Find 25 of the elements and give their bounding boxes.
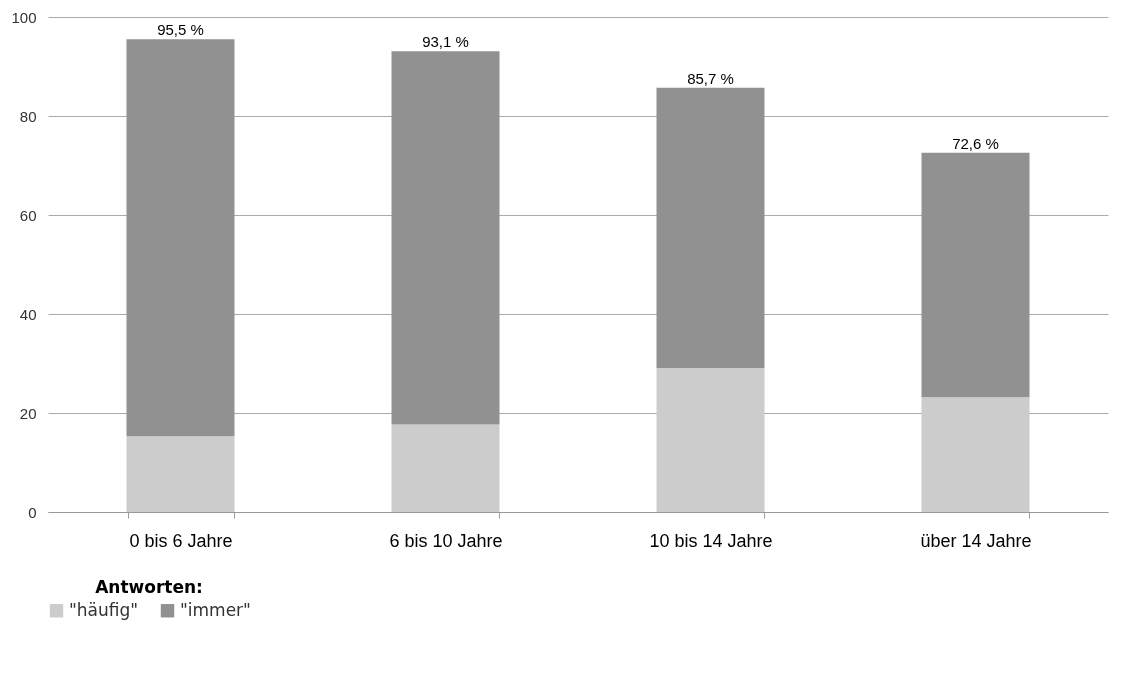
bar: [921, 397, 1030, 512]
y-tick-label: 0: [28, 503, 37, 521]
bar: [391, 424, 500, 512]
total-label: 93,1 %: [422, 33, 469, 51]
y-tick-label: 80: [19, 107, 37, 125]
legend-title: Antworten:: [95, 577, 203, 597]
y-tick-label: 100: [11, 8, 37, 26]
bar: [391, 51, 500, 425]
legend-label: "häufig": [69, 599, 139, 620]
total-label: 95,5 %: [157, 21, 204, 39]
x-tick-label: 10 bis 14 Jahre: [649, 530, 773, 551]
bar: [921, 152, 1030, 398]
bar: [656, 87, 765, 368]
x-tick-label: 0 bis 6 Jahre: [129, 530, 233, 551]
y-tick-label: 20: [19, 404, 37, 422]
bar: [656, 367, 765, 512]
x-tick-label: über 14 Jahre: [920, 530, 1032, 551]
bar: [126, 436, 235, 512]
total-label: 72,6 %: [952, 134, 999, 152]
legend-label: "immer": [180, 599, 251, 620]
y-tick-label: 60: [19, 206, 37, 224]
bar: [126, 39, 235, 437]
x-tick-label: 6 bis 10 Jahre: [389, 530, 503, 551]
total-label: 85,7 %: [687, 69, 734, 87]
y-tick-label: 40: [19, 305, 37, 323]
